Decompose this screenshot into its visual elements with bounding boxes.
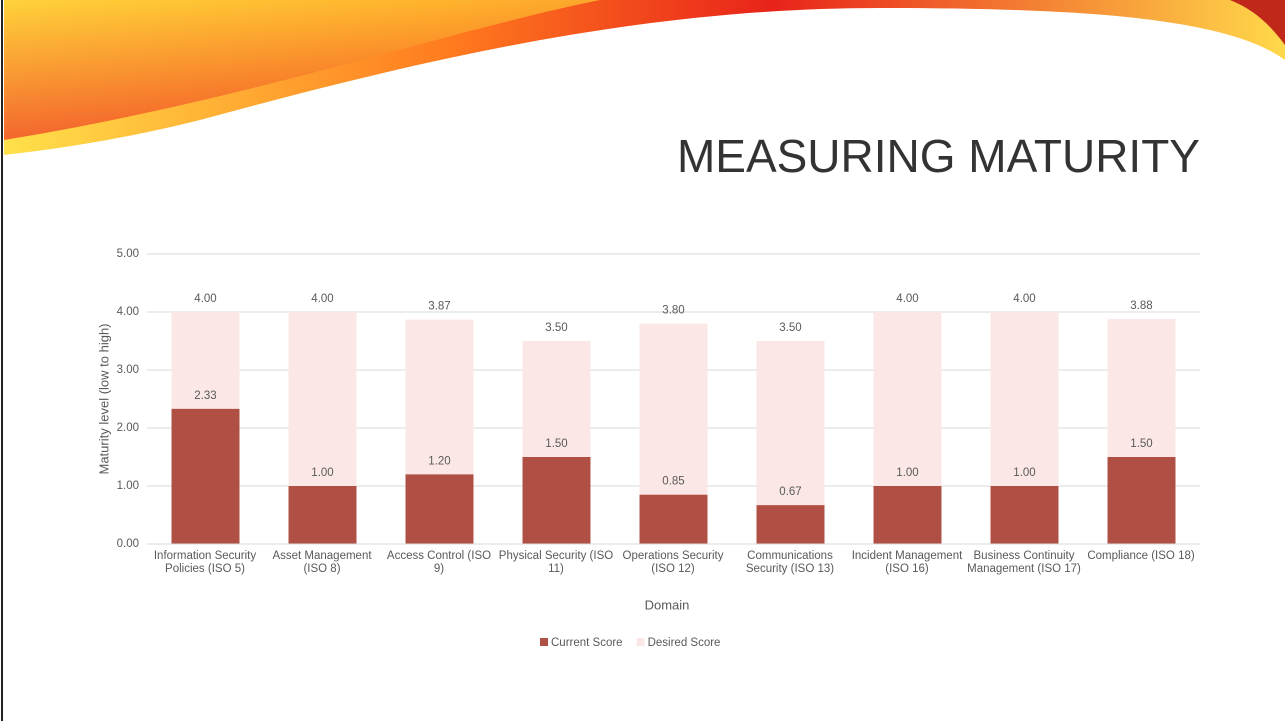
chart: MEASURING MATURITY Domain Maturity level… xyxy=(0,0,1285,721)
legend-swatch xyxy=(540,638,548,646)
data-label: 4.00 xyxy=(194,293,216,305)
x-tick-label: Compliance (ISO 18) xyxy=(1083,550,1199,563)
x-tick-label: Physical Security (ISO 11) xyxy=(498,550,614,576)
data-label: 2.33 xyxy=(194,390,216,402)
y-tick-label: 3.00 xyxy=(117,364,139,376)
data-label: 4.00 xyxy=(1013,293,1035,305)
bar xyxy=(640,495,708,544)
data-label: 3.50 xyxy=(545,322,567,334)
y-tick-label: 4.00 xyxy=(117,306,139,318)
legend-label: Desired Score xyxy=(648,637,721,649)
data-label: 4.00 xyxy=(311,293,333,305)
data-label: 3.88 xyxy=(1130,300,1152,312)
legend-swatch xyxy=(637,638,645,646)
x-tick-label: Asset Management (ISO 8) xyxy=(264,550,380,576)
x-tick-label: Business Continuity Management (ISO 17) xyxy=(966,550,1082,576)
data-label: 3.80 xyxy=(662,305,684,317)
y-axis-title: Maturity level (low to high) xyxy=(96,324,111,475)
data-label: 0.67 xyxy=(779,486,801,498)
x-tick-label: Information Security Policies (ISO 5) xyxy=(147,550,263,576)
data-label: 1.50 xyxy=(1130,438,1152,450)
data-label: 0.85 xyxy=(662,476,684,488)
x-tick-label: Communications Security (ISO 13) xyxy=(732,550,848,576)
legend-label: Current Score xyxy=(551,637,623,649)
data-label: 3.50 xyxy=(779,322,801,334)
y-tick-label: 1.00 xyxy=(117,480,139,492)
bar xyxy=(406,474,474,544)
data-label: 3.87 xyxy=(428,301,450,313)
data-label: 1.00 xyxy=(896,467,918,479)
bar xyxy=(172,409,240,544)
bar xyxy=(991,486,1059,544)
data-label: 4.00 xyxy=(896,293,918,305)
y-tick-label: 2.00 xyxy=(117,422,139,434)
bar xyxy=(289,486,357,544)
bar xyxy=(874,486,942,544)
x-tick-label: Access Control (ISO 9) xyxy=(381,550,497,576)
bar xyxy=(523,457,591,544)
chart-title: MEASURING MATURITY xyxy=(677,130,1200,182)
data-label: 1.50 xyxy=(545,438,567,450)
x-tick-label: Operations Security (ISO 12) xyxy=(615,550,731,576)
data-label: 1.00 xyxy=(311,467,333,479)
slide: MEASURING MATURITY Domain Maturity level… xyxy=(0,0,1285,721)
x-tick-label: Incident Management (ISO 16) xyxy=(849,550,965,576)
x-axis-title: Domain xyxy=(645,597,690,612)
y-tick-label: 5.00 xyxy=(117,248,139,260)
bar xyxy=(757,505,825,544)
data-label: 1.00 xyxy=(1013,467,1035,479)
data-label: 1.20 xyxy=(428,455,450,467)
bar xyxy=(1108,457,1176,544)
y-tick-label: 0.00 xyxy=(117,538,139,550)
